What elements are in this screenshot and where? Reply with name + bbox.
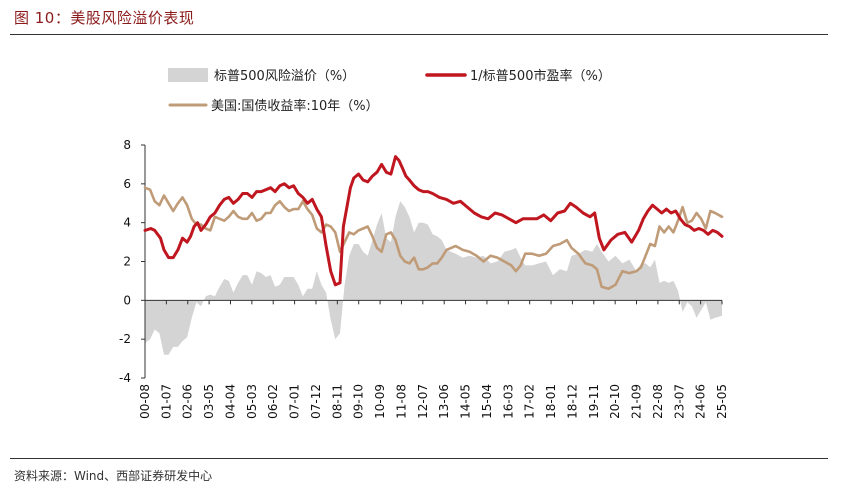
x-tick-label: 20-10 (608, 384, 622, 419)
x-tick-label: 17-02 (523, 384, 537, 419)
source-note: 资料来源：Wind、西部证券研发中心 (14, 469, 213, 483)
y-tick-label: -4 (119, 371, 131, 385)
legend-swatch-premium (168, 68, 208, 82)
x-tick-label: 18-01 (544, 384, 558, 419)
x-tick-label: 16-03 (501, 384, 515, 419)
x-tick-label: 19-11 (587, 384, 601, 419)
x-tick-label: 23-07 (672, 384, 686, 419)
series-line-earnings-yield (143, 155, 724, 287)
legend-label-treasury-yield: 美国:国债收益率:10年（%） (211, 98, 379, 114)
legend-label-premium: 标普500风险溢价（%） (214, 69, 355, 84)
legend-label-earnings-yield: 1/标普500市盈率（%） (470, 68, 611, 84)
y-tick-label: 4 (123, 216, 131, 230)
x-tick-label: 18-12 (565, 384, 579, 419)
y-tick-label: 8 (123, 138, 131, 152)
x-tick-label: 09-10 (352, 384, 366, 419)
x-tick-label: 04-04 (223, 384, 237, 419)
x-tick-label: 13-06 (437, 384, 451, 419)
x-tick-label: 12-07 (416, 384, 430, 419)
figure-title: 图 10：美股风险溢价表现 (14, 9, 195, 27)
x-tick-label: 07-12 (309, 384, 323, 419)
y-tick-label: 2 (123, 255, 131, 269)
series-area-premium (145, 201, 722, 355)
x-tick-label: 08-11 (330, 384, 344, 419)
x-tick-label: 11-08 (394, 384, 408, 419)
plot-area: -4 -2 0 2 4 6 8 00-08 01-07 02-06 03-05 04-04 05-03 0… (119, 138, 729, 419)
x-tick-label: 00-08 (138, 384, 152, 419)
x-tick-label: 25-05 (715, 384, 729, 419)
x-tick-label: 02-06 (181, 384, 195, 419)
x-tick-label: 22-08 (651, 384, 665, 419)
x-tick-label: 03-05 (202, 384, 216, 419)
x-tick-label: 21-09 (630, 384, 644, 419)
x-tick-label: 05-03 (245, 384, 259, 419)
x-tick-label: 07-01 (288, 384, 302, 419)
x-tick-label: 14-05 (459, 384, 473, 419)
y-tick-label: 0 (123, 293, 131, 307)
x-tick-label: 01-07 (159, 384, 173, 419)
x-tick-label: 15-04 (480, 384, 494, 419)
top-rule (10, 34, 828, 35)
y-tick-label: 6 (123, 177, 131, 191)
legend: 标普500风险溢价（%） 1/标普500市盈率（%） 美国:国债收益率:10年（… (168, 68, 611, 114)
x-tick-label: 24-06 (694, 384, 708, 419)
x-tick-label: 06-02 (266, 384, 280, 419)
series-line-treasury-yield (143, 186, 724, 291)
x-tick-label: 10-09 (373, 384, 387, 419)
bottom-rule (10, 458, 828, 459)
y-tick-label: -2 (119, 332, 131, 346)
